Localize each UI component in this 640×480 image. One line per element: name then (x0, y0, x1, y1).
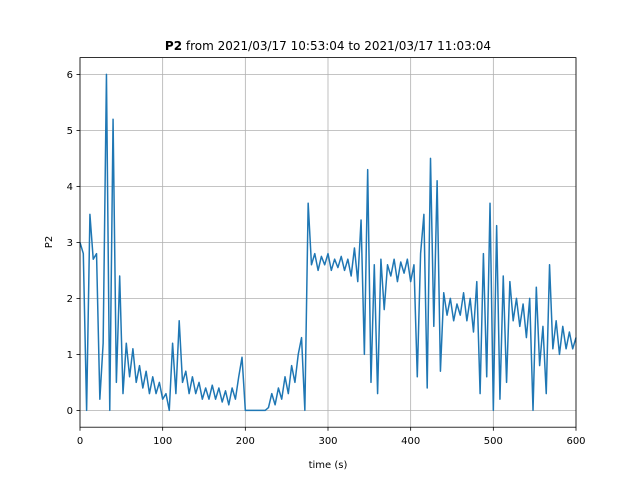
y-axis-label: P2 (44, 236, 55, 248)
title-rest: from 2021/03/17 10:53:04 to 2021/03/17 1… (186, 39, 491, 53)
x-tick-label: 500 (484, 436, 503, 447)
title-bold: P2 (165, 39, 182, 53)
x-tick-label: 600 (566, 436, 585, 447)
chart-title: P2 from 2021/03/17 10:53:04 to 2021/03/1… (165, 39, 491, 53)
y-tick-label: 1 (67, 350, 73, 361)
x-tick-label: 200 (236, 436, 255, 447)
x-axis-label: time (s) (309, 460, 348, 471)
y-tick-label: 3 (67, 238, 73, 249)
data-line (79, 73, 577, 412)
axes-frame (79, 57, 577, 428)
x-tick-label: 100 (153, 436, 172, 447)
y-tick-label: 4 (67, 182, 73, 193)
y-tick-label: 2 (67, 294, 73, 305)
x-tick-label: 400 (401, 436, 420, 447)
x-tick-label: 0 (77, 436, 83, 447)
plot-area: 0 100 200 300 400 500 600 0 1 2 3 4 5 6 (67, 57, 586, 447)
y-tick-label: 0 (67, 406, 73, 417)
y-tick-label: 5 (67, 126, 73, 137)
y-tick-label: 6 (67, 70, 73, 81)
x-tick-label: 300 (318, 436, 337, 447)
